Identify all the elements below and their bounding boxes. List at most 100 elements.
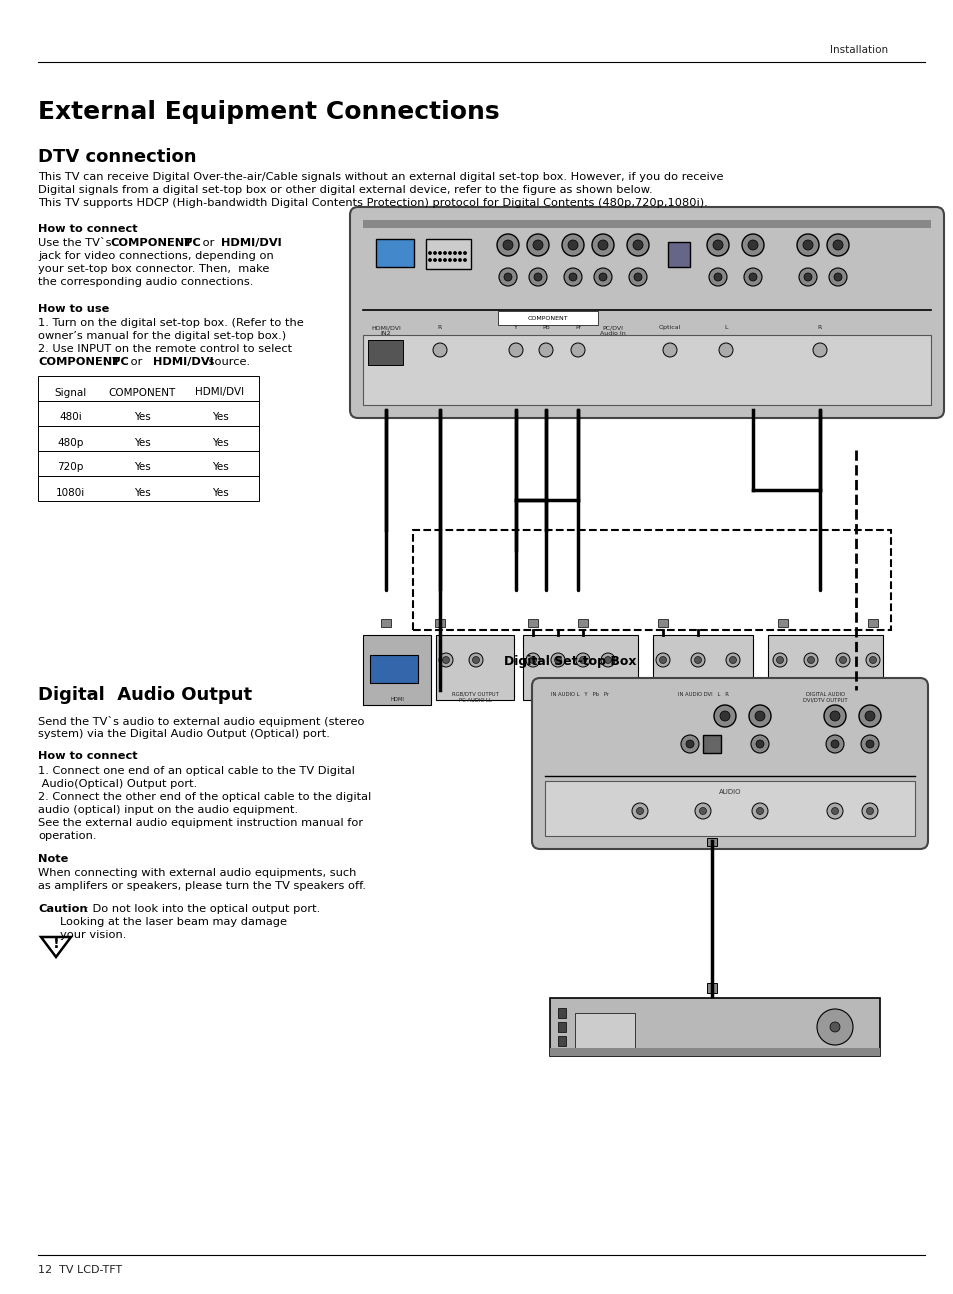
Text: Yes: Yes (133, 437, 151, 448)
Text: Note: Note (38, 854, 69, 864)
Circle shape (454, 259, 456, 261)
Circle shape (463, 252, 466, 254)
Text: Y: Y (514, 325, 517, 330)
Circle shape (626, 234, 648, 256)
Text: 1. Connect one end of an optical cable to the TV Digital: 1. Connect one end of an optical cable t… (38, 766, 355, 776)
Text: 1080i: 1080i (56, 488, 85, 497)
Circle shape (578, 656, 586, 664)
Text: IN AUDIO L   Y   Pb   Pr: IN AUDIO L Y Pb Pr (551, 692, 609, 697)
Circle shape (803, 653, 817, 666)
Text: HDMI/DVI: HDMI/DVI (195, 387, 244, 397)
Circle shape (604, 656, 611, 664)
Circle shape (803, 273, 811, 281)
Circle shape (806, 656, 814, 664)
Bar (702, 735, 720, 753)
Circle shape (720, 710, 729, 721)
Text: Pb: Pb (541, 325, 549, 330)
Circle shape (756, 807, 762, 814)
Circle shape (600, 653, 615, 666)
Circle shape (576, 653, 589, 666)
Text: your set-top box connector. Then,  make: your set-top box connector. Then, make (38, 264, 269, 274)
Bar (558, 1008, 565, 1018)
Text: HDMI/DVI
IN2: HDMI/DVI IN2 (371, 325, 400, 336)
Circle shape (685, 740, 693, 748)
Text: owner’s manual for the digital set-top box.): owner’s manual for the digital set-top b… (38, 331, 286, 342)
Text: Caution: Caution (38, 905, 88, 914)
Text: DIGITAL AUDIO
DVI/DTV OUTPUT: DIGITAL AUDIO DVI/DTV OUTPUT (802, 692, 847, 703)
Text: your vision.: your vision. (60, 930, 126, 939)
Circle shape (712, 239, 722, 250)
Circle shape (525, 653, 539, 666)
Bar (558, 1036, 565, 1046)
Bar (550, 1048, 879, 1056)
Circle shape (729, 656, 736, 664)
Circle shape (751, 804, 767, 819)
Text: COMPONENT: COMPONENT (38, 357, 120, 367)
Text: See the external audio equipment instruction manual for: See the external audio equipment instruc… (38, 818, 363, 828)
Polygon shape (41, 937, 71, 958)
FancyBboxPatch shape (532, 678, 927, 849)
Text: R: R (817, 325, 821, 330)
Text: operation.: operation. (38, 831, 96, 841)
Circle shape (755, 740, 763, 748)
Circle shape (699, 807, 706, 814)
Circle shape (694, 656, 700, 664)
Circle shape (631, 804, 647, 819)
Circle shape (826, 234, 848, 256)
Text: 720p: 720p (57, 462, 84, 472)
Circle shape (832, 239, 842, 250)
Circle shape (442, 656, 449, 664)
Circle shape (868, 656, 876, 664)
Bar (436, 635, 514, 700)
Bar (767, 635, 882, 700)
Circle shape (567, 239, 578, 250)
Text: PC/DVI
Audio In: PC/DVI Audio In (599, 325, 625, 336)
Circle shape (662, 343, 677, 357)
Text: HDMI/DVI: HDMI/DVI (221, 238, 281, 248)
Text: Digital Set-top Box: Digital Set-top Box (503, 655, 636, 668)
Circle shape (656, 653, 669, 666)
Bar (380, 619, 391, 628)
Circle shape (497, 234, 518, 256)
Circle shape (825, 735, 843, 753)
Circle shape (634, 273, 641, 281)
Text: Use the TV`s: Use the TV`s (38, 238, 115, 248)
Text: 2. Connect the other end of the optical cable to the digital: 2. Connect the other end of the optical … (38, 792, 371, 802)
Circle shape (502, 239, 513, 250)
Circle shape (865, 653, 879, 666)
Text: or: or (127, 357, 146, 367)
Text: as amplifers or speakers, please turn the TV speakers off.: as amplifers or speakers, please turn th… (38, 881, 366, 892)
Circle shape (826, 804, 842, 819)
Circle shape (823, 705, 845, 727)
Text: Yes: Yes (212, 488, 228, 497)
Circle shape (561, 234, 583, 256)
Text: How to connect: How to connect (38, 224, 137, 234)
Text: system) via the Digital Audio Output (Optical) port.: system) via the Digital Audio Output (Op… (38, 729, 330, 739)
Circle shape (659, 656, 666, 664)
Text: HDMI: HDMI (390, 697, 403, 703)
Circle shape (443, 259, 446, 261)
Text: 480i: 480i (59, 413, 82, 423)
Circle shape (433, 343, 447, 357)
Bar (38, 426, 258, 452)
Circle shape (695, 804, 710, 819)
Text: Yes: Yes (212, 462, 228, 472)
Text: This TV supports HDCP (High-bandwidth Digital Contents Protection) protocol for : This TV supports HDCP (High-bandwidth Di… (38, 198, 707, 208)
Bar (550, 998, 879, 1056)
Circle shape (628, 268, 646, 286)
Circle shape (458, 259, 460, 261)
Circle shape (835, 653, 849, 666)
Circle shape (529, 656, 536, 664)
Text: This TV can receive Digital Over-the-air/Cable signals without an external digit: This TV can receive Digital Over-the-air… (38, 172, 722, 182)
Circle shape (802, 239, 812, 250)
Circle shape (533, 239, 542, 250)
Circle shape (725, 653, 740, 666)
Text: 2. Use INPUT on the remote control to select: 2. Use INPUT on the remote control to se… (38, 344, 292, 355)
Text: ,: , (100, 357, 111, 367)
Bar (867, 619, 877, 628)
Bar (426, 239, 471, 269)
Circle shape (554, 656, 561, 664)
Circle shape (830, 740, 838, 748)
Bar (652, 635, 752, 700)
Circle shape (812, 343, 826, 357)
